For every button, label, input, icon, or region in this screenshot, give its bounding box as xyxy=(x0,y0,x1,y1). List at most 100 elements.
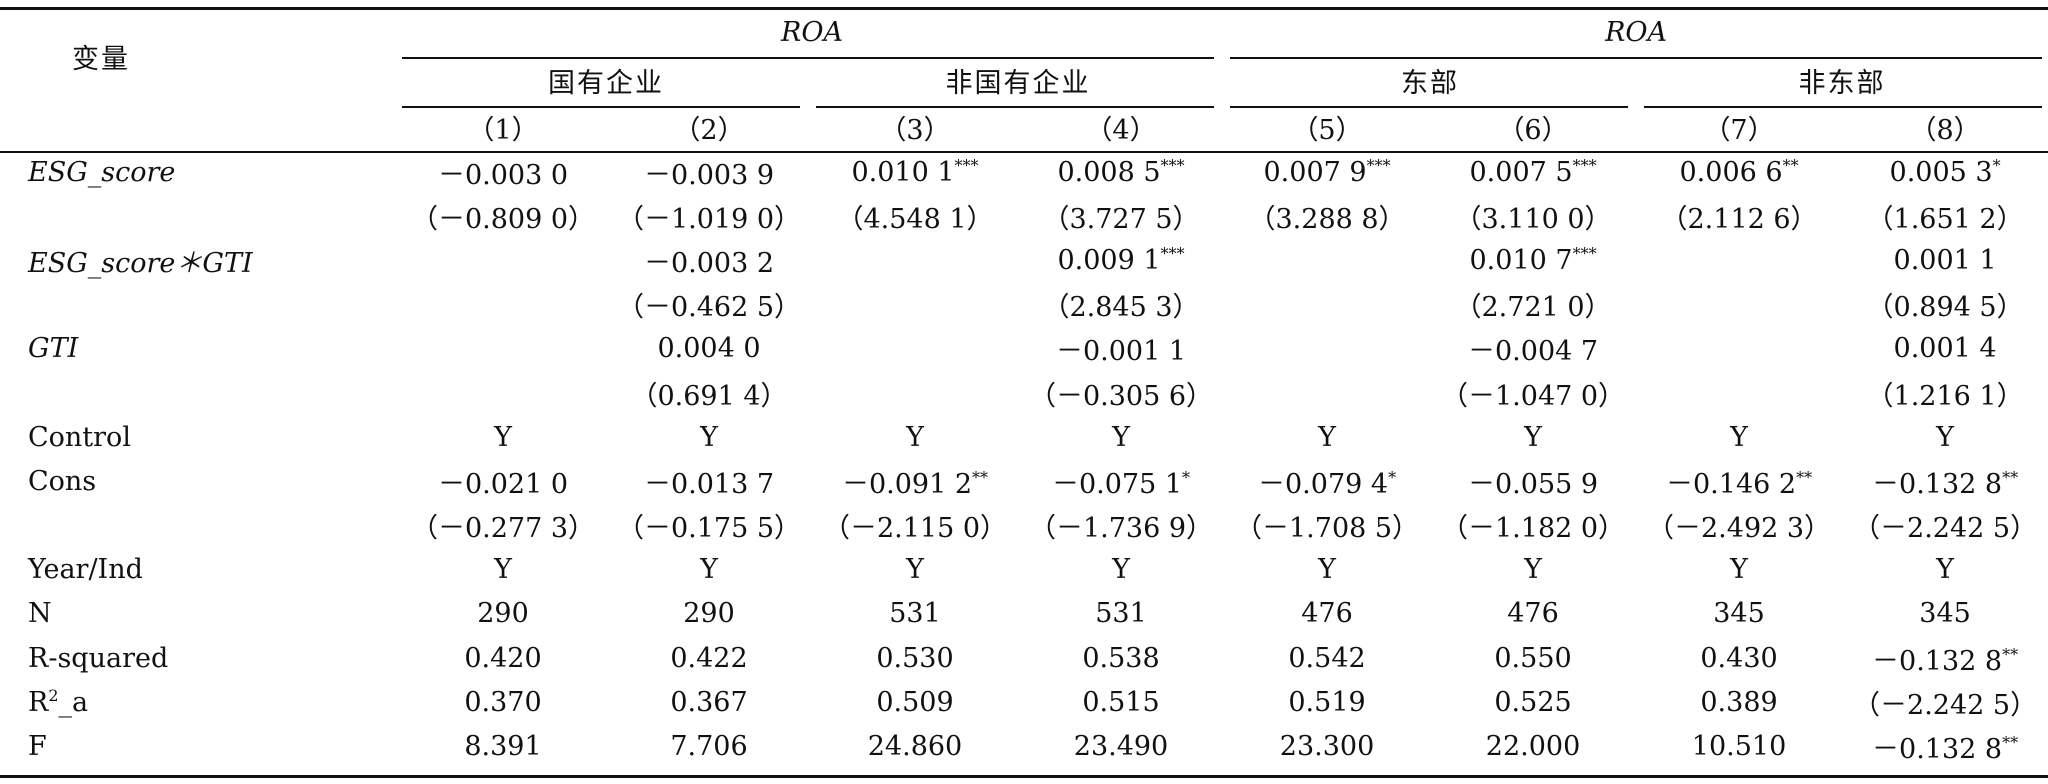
table-cell: （－0.305 6） xyxy=(1018,371,1224,415)
cell-value: Y xyxy=(1524,554,1542,586)
table-row: （－0.277 3） （－0.175 5） （－2.115 0） （－1.736 9）… xyxy=(0,504,2048,548)
cell-value: （2.845 3） xyxy=(1042,292,1200,324)
row-label: Cons xyxy=(28,465,97,497)
cell-value: 0.008 5 xyxy=(1057,156,1161,188)
row-label: R2_a xyxy=(28,685,89,718)
cell-value: －0.132 8 xyxy=(1872,468,2003,500)
table-cell: 0.001 4 xyxy=(1842,327,2048,371)
significance-stars: *** xyxy=(1572,243,1597,263)
table-cell: －0.146 2** xyxy=(1636,459,1842,503)
table-cell: （－2.492 3） xyxy=(1636,504,1842,548)
cell-value: （1.216 1） xyxy=(1866,380,2024,412)
cell-value: Y xyxy=(1936,554,1954,586)
table-cell: Y xyxy=(1430,548,1636,592)
table-cell: 0.005 3* xyxy=(1842,150,2048,194)
table-cell: 0.538 xyxy=(1018,636,1224,680)
cell-value: （3.727 5） xyxy=(1042,203,1200,235)
row-label: F xyxy=(28,731,47,763)
cell-value: －0.003 2 xyxy=(643,247,775,279)
cell-value: 0.550 xyxy=(1494,642,1572,674)
cell-value: 0.004 0 xyxy=(657,333,761,365)
row-label: ESG_score xyxy=(28,156,176,188)
group-header-roa-region: ROA xyxy=(1605,16,1668,48)
table-cell: －0.075 1* xyxy=(1018,459,1224,503)
cell-value: （4.548 1） xyxy=(836,203,994,235)
cell-value: （－1.019 0） xyxy=(616,203,802,235)
cell-value: 531 xyxy=(1095,598,1147,630)
table-cell: （3.288 8） xyxy=(1224,194,1430,238)
table-cell xyxy=(1224,283,1430,327)
table-cell: 24.860 xyxy=(812,724,1018,768)
table-cell: 0.004 0 xyxy=(606,327,812,371)
cell-value: 0.515 xyxy=(1082,686,1160,718)
table-cell: （－2.242 5） xyxy=(1842,504,2048,548)
table-cell: 0.008 5*** xyxy=(1018,150,1224,194)
cell-value: 476 xyxy=(1301,598,1353,630)
table-cell: （0.691 4） xyxy=(606,371,812,415)
cell-value: Y xyxy=(1112,421,1130,453)
cell-value: 23.300 xyxy=(1279,731,1375,763)
sub-rule-4 xyxy=(1644,106,2042,108)
cell-value: 24.860 xyxy=(867,731,963,763)
table-cell: （2.845 3） xyxy=(1018,283,1224,327)
table-cell: 22.000 xyxy=(1430,724,1636,768)
table-cell: 0.009 1*** xyxy=(1018,238,1224,282)
column-number: （6） xyxy=(1497,114,1569,146)
table-cell: 531 xyxy=(812,592,1018,636)
table-cell xyxy=(400,327,606,371)
table-cell: （0.894 5） xyxy=(1842,283,2048,327)
table-cell: （4.548 1） xyxy=(812,194,1018,238)
table-cell: 0.367 xyxy=(606,680,812,724)
table-cell: 0.515 xyxy=(1018,680,1224,724)
cell-value: （－2.242 5） xyxy=(1853,689,2038,721)
table-cell: －0.001 1 xyxy=(1018,327,1224,371)
table-row: ESG_score＊GTI －0.003 2 0.009 1*** 0.010 7**… xyxy=(0,238,2048,282)
cell-value: Y xyxy=(906,421,924,453)
cell-value: （0.894 5） xyxy=(1866,292,2024,324)
table-cell: －0.132 8** xyxy=(1842,636,2048,680)
cell-value: －0.013 7 xyxy=(643,468,775,500)
table-cell: Y xyxy=(1842,548,2048,592)
cell-value: －0.004 7 xyxy=(1468,336,1599,368)
table-cell: （2.721 0） xyxy=(1430,283,1636,327)
table-cell: 0.550 xyxy=(1430,636,1636,680)
significance-stars: ** xyxy=(2002,644,2019,664)
table-cell: 0.370 xyxy=(400,680,606,724)
table-cell: （－1.047 0） xyxy=(1430,371,1636,415)
cell-value: 0.007 5 xyxy=(1469,156,1573,188)
table-cell: （－1.019 0） xyxy=(606,194,812,238)
table-cell xyxy=(812,327,1018,371)
row-label xyxy=(0,194,400,238)
significance-stars: *** xyxy=(1160,155,1185,175)
table-row: （－0.809 0） （－1.019 0） （4.548 1） （3.727 5） （3… xyxy=(0,194,2048,238)
cell-value: Y xyxy=(494,554,512,586)
table-row: （0.691 4） （－0.305 6） （－1.047 0） （1.216 1） xyxy=(0,371,2048,415)
sub-header-east: 东部 xyxy=(1401,67,1460,99)
significance-stars: ** xyxy=(2002,733,2019,753)
cell-value: 0.525 xyxy=(1494,686,1572,718)
row-label xyxy=(0,504,400,548)
table-cell: 0.422 xyxy=(606,636,812,680)
table-cell: －0.079 4* xyxy=(1224,459,1430,503)
cell-value: －0.001 1 xyxy=(1055,336,1187,368)
cell-value: Y xyxy=(1112,554,1130,586)
table-cell xyxy=(400,371,606,415)
cell-value: （－0.809 0） xyxy=(410,203,596,235)
table-cell: （－0.277 3） xyxy=(400,504,606,548)
table-cell: （3.727 5） xyxy=(1018,194,1224,238)
cell-value: 0.430 xyxy=(1700,642,1778,674)
table-cell: Y xyxy=(1018,548,1224,592)
significance-stars: * xyxy=(1388,467,1397,487)
table-cell: 0.006 6** xyxy=(1636,150,1842,194)
table-cell: 23.300 xyxy=(1224,724,1430,768)
cell-value: 0.538 xyxy=(1082,642,1160,674)
table-cell: －0.003 2 xyxy=(606,238,812,282)
cell-value: －0.146 2 xyxy=(1666,468,1797,500)
row-label xyxy=(0,283,400,327)
sub-header-non-soe: 非国有企业 xyxy=(945,67,1091,99)
cell-value: 0.001 4 xyxy=(1893,333,1997,365)
cell-value: （－2.492 3） xyxy=(1647,513,1832,545)
cell-value: Y xyxy=(906,554,924,586)
table-cell: Y xyxy=(1636,548,1842,592)
table-cell: 0.542 xyxy=(1224,636,1430,680)
